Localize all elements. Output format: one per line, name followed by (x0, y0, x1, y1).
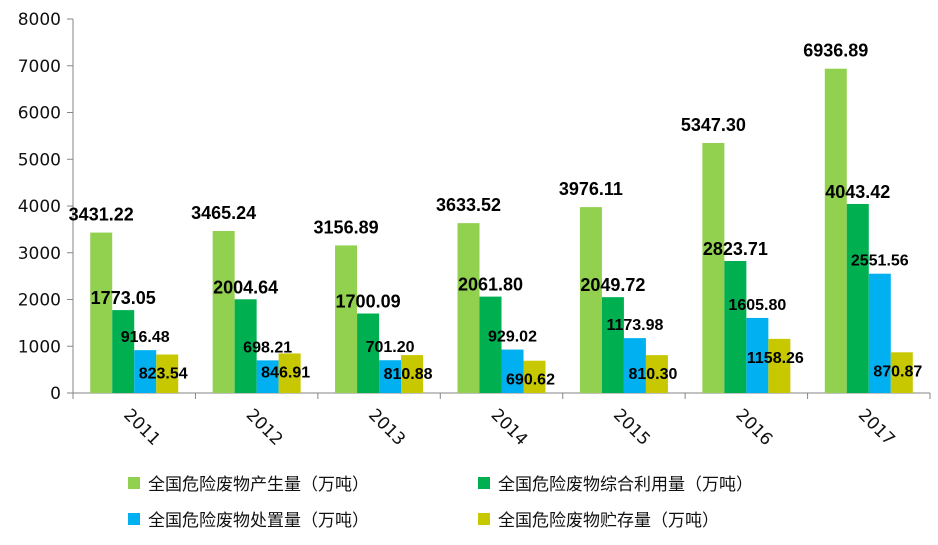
legend-swatch-storage (478, 512, 490, 525)
y-tick-label: 1000 (18, 337, 61, 357)
bar (335, 245, 358, 393)
x-tick-label: 2015 (609, 405, 654, 450)
data-label: 1158.26 (747, 350, 804, 367)
data-label: 916.48 (121, 329, 170, 346)
legend-item-utilization: 全国危险废物综合利用量（万吨） (478, 470, 753, 495)
bar (457, 223, 480, 393)
data-label: 810.88 (384, 366, 433, 383)
data-label: 2049.72 (580, 275, 645, 295)
legend-swatch-disposal (128, 512, 140, 525)
bar (724, 260, 747, 393)
data-label: 810.30 (628, 366, 677, 383)
legend-label-utilization: 全国危险废物综合利用量（万吨） (498, 475, 753, 495)
bar (90, 232, 113, 393)
data-label: 701.20 (366, 339, 415, 356)
x-tick-label: 2017 (854, 405, 899, 450)
data-label: 690.62 (506, 372, 555, 389)
data-label: 3633.52 (436, 195, 501, 215)
y-tick-label: 0 (50, 384, 61, 404)
legend-label-disposal: 全国危险废物处置量（万吨） (148, 511, 369, 531)
legend-label-generation: 全国危险废物产生量（万吨） (148, 475, 369, 495)
bar (746, 317, 769, 393)
bar (702, 143, 725, 393)
data-label: 5347.30 (681, 115, 746, 135)
y-tick-label: 4000 (18, 197, 61, 217)
bar (212, 231, 235, 393)
x-tick-label: 2016 (732, 405, 777, 450)
bar (112, 310, 135, 393)
data-label: 1173.98 (606, 317, 663, 334)
data-label: 929.02 (488, 329, 537, 346)
data-label: 3156.89 (314, 217, 379, 237)
y-tick-label: 3000 (18, 244, 61, 264)
data-label: 2004.64 (213, 277, 278, 297)
data-label: 870.87 (873, 363, 922, 380)
bar (523, 360, 546, 393)
bar (768, 338, 791, 393)
data-label: 6936.89 (803, 41, 868, 61)
bar (401, 355, 424, 393)
y-tick-label: 2000 (18, 291, 61, 311)
bar (256, 360, 279, 393)
data-label: 698.21 (243, 339, 292, 356)
data-label: 4043.42 (825, 182, 890, 202)
bar (824, 68, 847, 394)
bar (357, 313, 380, 393)
x-tick-label: 2013 (364, 405, 409, 450)
bar (645, 355, 668, 393)
x-tick-label: 2014 (487, 405, 532, 450)
bar (134, 350, 157, 393)
bar (479, 296, 502, 393)
data-label: 3465.24 (191, 203, 256, 223)
bar (379, 360, 402, 393)
y-tick-label: 5000 (18, 150, 61, 170)
legend-swatch-utilization (478, 476, 490, 489)
data-label: 3976.11 (559, 179, 623, 199)
data-label: 2823.71 (703, 239, 768, 259)
legend-item-storage: 全国危险废物贮存量（万吨） (478, 506, 719, 531)
bar (623, 338, 646, 393)
legend-label-storage: 全国危险废物贮存量（万吨） (498, 511, 719, 531)
bar (278, 353, 301, 393)
legend-item-disposal: 全国危险废物处置量（万吨） (128, 506, 369, 531)
bar (601, 297, 624, 393)
data-label: 823.54 (139, 365, 188, 382)
legend-swatch-generation (128, 476, 140, 489)
bar (501, 349, 524, 393)
y-tick-label: 8000 (18, 10, 61, 30)
bar (234, 299, 257, 393)
bar (846, 203, 869, 393)
y-tick-label: 7000 (18, 57, 61, 77)
data-label: 2551.56 (851, 253, 909, 270)
data-label: 1700.09 (336, 292, 401, 312)
data-label: 1605.80 (728, 297, 786, 314)
data-label: 2061.80 (458, 275, 523, 295)
bar (868, 273, 891, 393)
bar (156, 354, 179, 393)
bar (579, 207, 602, 393)
data-label: 3431.22 (69, 205, 134, 225)
x-tick-label: 2011 (119, 405, 164, 450)
data-label: 1773.05 (91, 288, 156, 308)
y-tick-label: 6000 (18, 104, 61, 124)
legend-item-generation: 全国危险废物产生量（万吨） (128, 470, 369, 495)
bar (890, 352, 913, 393)
x-tick-label: 2012 (242, 405, 287, 450)
data-label: 846.91 (261, 364, 310, 381)
